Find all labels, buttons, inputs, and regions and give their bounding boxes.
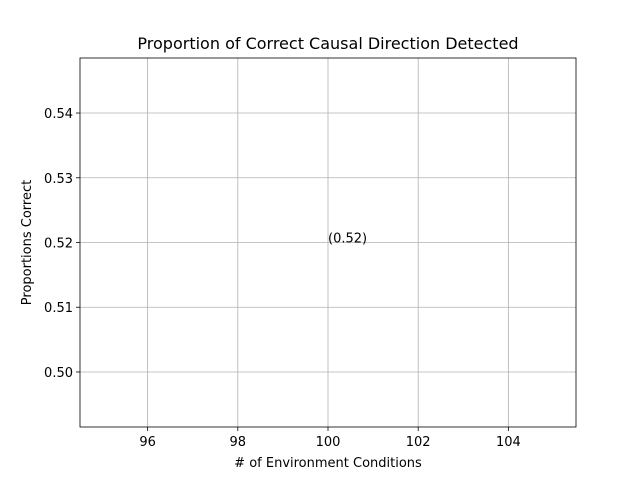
x-tick-label: 96 [139,435,156,450]
grid [80,58,576,427]
y-tick-label: 0.54 [44,107,73,122]
annotations: (0.52) [328,232,367,247]
x-tick-label: 102 [406,435,431,450]
x-tick-label: 104 [496,435,521,450]
y-tick-label: 0.50 [44,366,73,381]
y-tick-label: 0.51 [44,301,73,316]
x-axis-ticks: 96 98 100 102 104 [139,427,521,450]
x-axis-label: # of Environment Conditions [234,456,422,471]
x-tick-label: 100 [316,435,341,450]
data-annotation: (0.52) [328,232,367,247]
y-axis-label: Proportions Correct [20,180,35,305]
y-tick-label: 0.53 [44,172,73,187]
y-axis-ticks: 0.50 0.51 0.52 0.53 0.54 [44,107,80,381]
x-tick-label: 98 [230,435,247,450]
chart-title: Proportion of Correct Causal Direction D… [137,34,518,53]
y-tick-label: 0.52 [44,237,73,252]
